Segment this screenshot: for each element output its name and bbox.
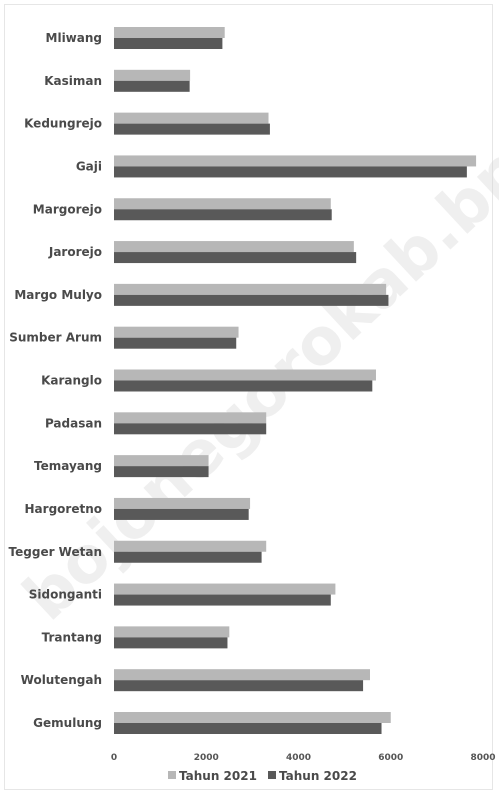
bar bbox=[114, 455, 209, 467]
bar bbox=[114, 423, 267, 435]
bar bbox=[114, 412, 267, 424]
category-label: Trantang bbox=[42, 630, 102, 644]
category-label: Sidonganti bbox=[29, 588, 102, 602]
bar bbox=[114, 209, 332, 221]
category-label: Gaji bbox=[76, 159, 102, 173]
bar bbox=[114, 38, 223, 49]
bar bbox=[114, 166, 467, 178]
bar bbox=[114, 369, 376, 381]
bar bbox=[114, 669, 370, 681]
bar bbox=[114, 712, 391, 723]
bar bbox=[114, 326, 239, 338]
bar bbox=[114, 594, 331, 606]
bar bbox=[114, 508, 249, 520]
category-label: Mliwang bbox=[46, 31, 102, 45]
bar bbox=[114, 637, 228, 649]
x-tick-label: 8000 bbox=[470, 753, 495, 763]
bar bbox=[114, 27, 225, 38]
bar bbox=[114, 80, 190, 92]
bar bbox=[114, 123, 270, 135]
category-label: Tegger Wetan bbox=[9, 545, 102, 559]
category-label: Kedungrejo bbox=[24, 117, 102, 131]
category-label: Kasiman bbox=[44, 74, 102, 88]
bar bbox=[114, 723, 382, 734]
bar bbox=[114, 294, 389, 306]
category-label: Sumber Arum bbox=[9, 331, 102, 345]
bar bbox=[114, 337, 237, 349]
bar bbox=[114, 497, 251, 509]
category-label: Temayang bbox=[34, 459, 102, 473]
x-tick-label: 4000 bbox=[286, 753, 311, 763]
category-label: Jarorejo bbox=[48, 245, 102, 259]
legend-label: Tahun 2021 bbox=[179, 769, 257, 783]
category-label: Margorejo bbox=[33, 202, 102, 216]
bar bbox=[114, 380, 373, 392]
category-label: Margo Mulyo bbox=[14, 288, 102, 302]
legend-swatch bbox=[168, 771, 176, 779]
category-label: Karanglo bbox=[41, 374, 102, 388]
bar bbox=[114, 283, 387, 295]
bar bbox=[114, 626, 230, 638]
bar bbox=[114, 155, 477, 167]
bar bbox=[114, 198, 331, 210]
x-tick-label: 2000 bbox=[194, 753, 219, 763]
category-label: Gemulung bbox=[33, 716, 102, 730]
bar bbox=[114, 540, 267, 552]
bar bbox=[114, 241, 354, 253]
legend-label: Tahun 2022 bbox=[279, 769, 357, 783]
legend-swatch bbox=[268, 771, 276, 779]
x-tick-label: 6000 bbox=[378, 753, 403, 763]
category-label: Padasan bbox=[45, 416, 102, 430]
bar bbox=[114, 680, 364, 692]
bar bbox=[114, 583, 336, 595]
bar bbox=[114, 466, 209, 478]
category-label: Hargoretno bbox=[25, 502, 102, 516]
bar bbox=[114, 252, 357, 264]
bar bbox=[114, 551, 262, 563]
category-label: Wolutengah bbox=[21, 673, 102, 687]
chart-border bbox=[4, 4, 493, 790]
bar bbox=[114, 112, 269, 124]
x-tick-label: 0 bbox=[111, 753, 117, 763]
bar bbox=[114, 69, 191, 81]
